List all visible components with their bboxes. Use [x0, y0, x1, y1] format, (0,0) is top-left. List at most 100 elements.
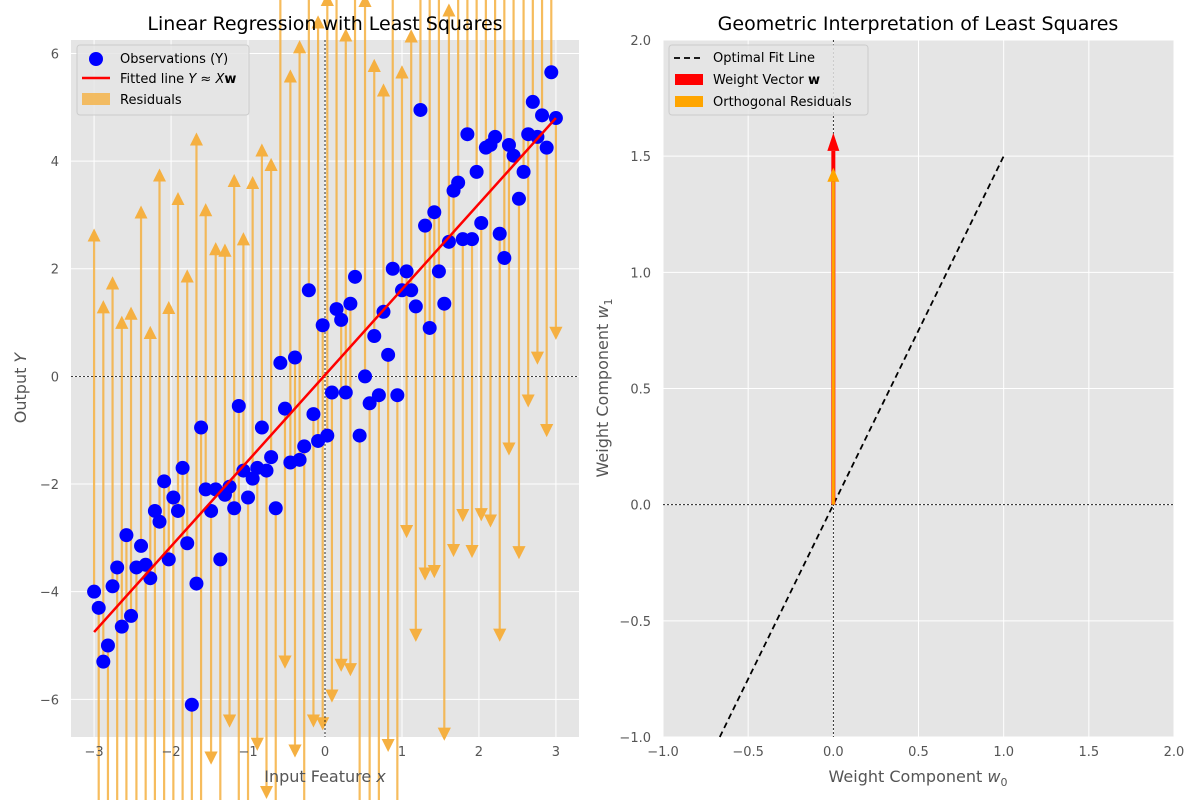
observation-point — [418, 218, 433, 233]
observation-point — [441, 234, 456, 249]
observation-point — [539, 140, 554, 155]
x-tick-label: −2 — [161, 745, 180, 760]
y-tick-label: 0 — [51, 370, 59, 385]
legend-observation-marker — [89, 52, 103, 66]
observation-point — [268, 501, 283, 516]
observation-point — [358, 369, 373, 384]
observation-point — [100, 638, 115, 653]
y-tick-label: −0.5 — [619, 615, 651, 630]
legend-fitted-line-label: Fitted line Y ≈ Xw — [120, 72, 236, 87]
observation-point — [134, 538, 149, 553]
left-x-axis-label: Input Feature x — [264, 767, 386, 786]
observation-point — [138, 557, 153, 572]
legend-observations-label: Observations (Y) — [120, 52, 228, 67]
observation-point — [254, 420, 269, 435]
legend-weight-vector-label: Weight Vector w — [713, 73, 820, 88]
x-tick-label: 0.0 — [823, 745, 844, 760]
observation-point — [198, 482, 213, 497]
observation-point — [175, 460, 190, 475]
observation-point — [110, 560, 125, 575]
left-panel: −3 −2 −1 0 1 2 3 −6 −4 −2 0 2 4 6 Linear Regression … — [11, 0, 579, 800]
right-y-tick-labels: −1.0 −0.5 0.0 0.5 1.0 1.5 2.0 — [619, 34, 651, 746]
observation-point — [166, 490, 181, 505]
observation-point — [535, 108, 550, 123]
observation-point — [367, 329, 382, 344]
observation-point — [157, 474, 172, 489]
left-residuals — [87, 0, 563, 800]
right-x-tick-labels: −1.0 −0.5 0.0 0.5 1.0 1.5 2.0 — [647, 745, 1184, 760]
optimal-fit-line — [718, 155, 1005, 738]
x-tick-label: 0.5 — [908, 745, 929, 760]
left-y-tick-labels: −6 −4 −2 0 2 4 6 — [40, 47, 59, 708]
observation-point — [451, 175, 466, 190]
observation-point — [352, 428, 367, 443]
observation-point — [469, 164, 484, 179]
observation-point — [287, 350, 302, 365]
observation-point — [399, 264, 414, 279]
y-tick-label: −4 — [40, 586, 59, 601]
observation-point — [87, 584, 102, 599]
x-tick-label: 1 — [398, 745, 406, 760]
x-tick-label: −1 — [238, 745, 257, 760]
observation-point — [236, 463, 251, 478]
y-tick-label: 2 — [51, 263, 59, 278]
x-tick-label: −1.0 — [647, 745, 679, 760]
y-tick-label: 1.0 — [630, 266, 651, 281]
observation-point — [511, 191, 526, 206]
orthogonal-residual-arrow-head — [827, 167, 840, 182]
observation-point — [334, 312, 349, 327]
observation-point — [124, 608, 139, 623]
observation-point — [544, 65, 559, 80]
observation-point — [474, 215, 489, 230]
observation-point — [390, 388, 405, 403]
x-tick-label: 2.0 — [1164, 745, 1185, 760]
observation-point — [525, 94, 540, 109]
y-tick-label: −6 — [40, 693, 59, 708]
observation-point — [381, 347, 396, 362]
observation-point — [273, 355, 288, 370]
legend-weight-vector-swatch — [675, 74, 703, 85]
observation-point — [264, 450, 279, 465]
observation-point — [213, 552, 228, 567]
observation-point — [91, 600, 106, 615]
x-tick-label: 1.0 — [993, 745, 1014, 760]
y-tick-label: 1.5 — [630, 150, 651, 165]
y-tick-label: 6 — [51, 47, 59, 62]
observation-point — [301, 283, 316, 298]
observation-point — [501, 137, 516, 152]
observation-point — [329, 302, 344, 317]
right-panel: −1.0 −0.5 0.0 0.5 1.0 1.5 2.0 −1.0 −0.5 0.0 0.5 1.… — [593, 13, 1184, 789]
observation-point — [371, 388, 386, 403]
observation-point — [292, 452, 307, 467]
y-tick-label: −2 — [40, 478, 59, 493]
x-tick-label: 3 — [552, 745, 560, 760]
observation-point — [413, 102, 428, 117]
observation-point — [161, 552, 176, 567]
x-tick-label: −0.5 — [732, 745, 764, 760]
legend-orthogonal-residuals-label: Orthogonal Residuals — [713, 95, 852, 110]
y-tick-label: 0.5 — [630, 383, 651, 398]
right-y-axis-label: Weight Component w1 — [593, 299, 615, 478]
right-chart-title: Geometric Interpretation of Least Square… — [718, 13, 1119, 35]
left-observation-points — [87, 65, 563, 712]
observation-point — [105, 579, 120, 594]
right-x-axis-label: Weight Component w0 — [829, 767, 1008, 789]
observation-point — [152, 514, 167, 529]
observation-point — [96, 654, 111, 669]
observation-point — [170, 503, 185, 518]
legend-residuals-swatch — [82, 93, 110, 105]
observation-point — [431, 264, 446, 279]
observation-point — [465, 232, 480, 247]
weight-vector-arrow-head — [827, 132, 840, 151]
observation-point — [506, 148, 521, 163]
observation-point — [184, 697, 199, 712]
right-vectors — [827, 132, 840, 505]
observation-point — [222, 479, 237, 494]
observation-point — [297, 439, 312, 454]
fitted-line — [93, 117, 557, 633]
observation-point — [422, 320, 437, 335]
observation-point — [119, 528, 134, 543]
observation-point — [460, 127, 475, 142]
observation-point — [408, 299, 423, 314]
